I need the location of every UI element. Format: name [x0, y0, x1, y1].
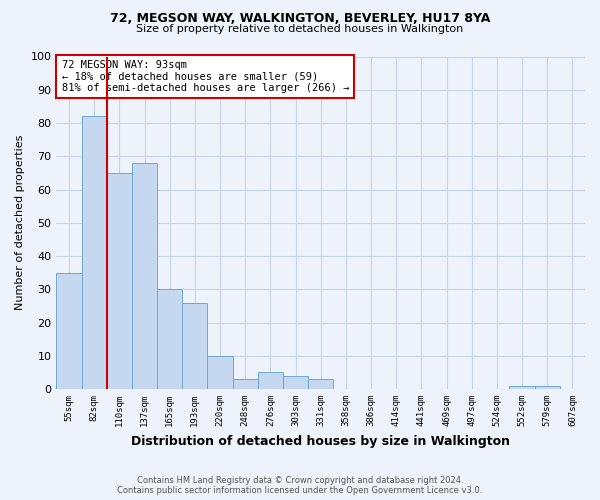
X-axis label: Distribution of detached houses by size in Walkington: Distribution of detached houses by size … [131, 434, 510, 448]
Bar [82, 116, 107, 389]
Text: Size of property relative to detached houses in Walkington: Size of property relative to detached ho… [136, 24, 464, 34]
Bar [182, 302, 208, 389]
Bar [107, 173, 132, 389]
Bar [308, 379, 333, 389]
Text: 72, MEGSON WAY, WALKINGTON, BEVERLEY, HU17 8YA: 72, MEGSON WAY, WALKINGTON, BEVERLEY, HU… [110, 12, 490, 26]
Y-axis label: Number of detached properties: Number of detached properties [15, 135, 25, 310]
Bar [233, 379, 258, 389]
Text: 72 MEGSON WAY: 93sqm
← 18% of detached houses are smaller (59)
81% of semi-detac: 72 MEGSON WAY: 93sqm ← 18% of detached h… [62, 60, 349, 93]
Bar [157, 290, 182, 389]
Text: Contains HM Land Registry data © Crown copyright and database right 2024.
Contai: Contains HM Land Registry data © Crown c… [118, 476, 482, 495]
Bar [283, 376, 308, 389]
Bar [535, 386, 560, 389]
Bar [208, 356, 233, 389]
Bar [56, 272, 82, 389]
Bar [132, 163, 157, 389]
Bar [258, 372, 283, 389]
Bar [509, 386, 535, 389]
